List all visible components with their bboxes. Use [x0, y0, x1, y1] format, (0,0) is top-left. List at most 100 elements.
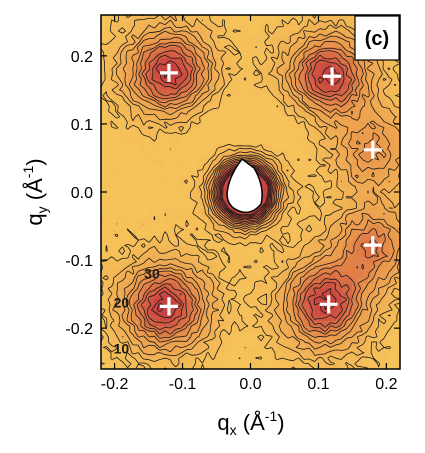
intensity-cell	[218, 352, 225, 359]
intensity-cell	[378, 111, 385, 118]
intensity-cell	[287, 347, 294, 354]
intensity-cell	[287, 68, 294, 75]
intensity-cell	[261, 192, 268, 198]
intensity-cell	[202, 90, 209, 97]
intensity-cell	[186, 208, 193, 215]
intensity-cell	[319, 229, 326, 236]
intensity-cell	[282, 347, 289, 354]
intensity-cell	[229, 336, 236, 343]
intensity-cell	[282, 192, 289, 198]
intensity-cell	[181, 159, 188, 166]
intensity-cell	[394, 299, 400, 306]
intensity-cell	[111, 213, 118, 220]
intensity-cell	[239, 304, 246, 311]
intensity-cell	[335, 310, 342, 316]
intensity-cell	[293, 84, 300, 91]
intensity-cell	[213, 122, 220, 129]
intensity-cell	[383, 170, 390, 177]
intensity-cell	[117, 358, 123, 365]
intensity-cell	[239, 127, 246, 134]
intensity-cell	[351, 68, 358, 75]
intensity-cell	[239, 111, 246, 118]
intensity-cell	[218, 293, 225, 300]
intensity-cell	[234, 277, 241, 284]
intensity-cell	[282, 143, 289, 150]
contour-line	[129, 36, 395, 343]
intensity-cell	[287, 90, 294, 97]
intensity-cell	[239, 52, 246, 59]
intensity-cell	[325, 106, 332, 113]
intensity-cell	[106, 288, 113, 295]
intensity-cell	[234, 106, 241, 113]
intensity-cell	[138, 165, 145, 172]
intensity-cell	[351, 133, 358, 139]
intensity-cell	[101, 133, 107, 139]
intensity-cell	[293, 111, 300, 118]
intensity-cell	[277, 245, 284, 252]
intensity-cell	[143, 138, 150, 145]
intensity-cell	[362, 63, 369, 70]
intensity-cell	[277, 197, 284, 204]
intensity-cell	[330, 261, 337, 268]
intensity-cell	[389, 331, 396, 338]
intensity-cell	[351, 213, 358, 220]
intensity-cell	[133, 331, 139, 338]
intensity-cell	[181, 192, 188, 198]
intensity-cell	[341, 116, 348, 123]
intensity-cell	[330, 251, 337, 257]
intensity-cell	[255, 138, 262, 145]
intensity-cell	[165, 47, 172, 54]
intensity-cell	[186, 256, 193, 263]
intensity-cell	[373, 165, 380, 172]
intensity-cell	[303, 208, 310, 215]
intensity-cell	[266, 133, 273, 139]
intensity-cell	[335, 229, 342, 236]
intensity-cell	[341, 95, 348, 102]
intensity-cell	[223, 31, 230, 38]
intensity-cell	[261, 47, 268, 54]
intensity-cell	[373, 106, 380, 113]
intensity-cell	[282, 331, 289, 338]
intensity-cell	[111, 352, 118, 359]
intensity-cell	[298, 218, 305, 225]
intensity-cell	[282, 363, 289, 369]
intensity-cell	[117, 197, 123, 204]
intensity-cell	[191, 352, 198, 359]
intensity-cell	[122, 106, 129, 113]
intensity-cell	[138, 213, 145, 220]
intensity-cell	[287, 358, 294, 365]
intensity-cell	[154, 41, 161, 48]
intensity-cell	[175, 175, 182, 182]
intensity-cell	[218, 202, 225, 209]
intensity-cell	[261, 68, 268, 75]
intensity-cell	[175, 165, 182, 172]
intensity-cell	[143, 192, 150, 198]
intensity-cell	[314, 100, 321, 107]
intensity-cell	[378, 336, 385, 343]
intensity-cell	[127, 74, 134, 80]
intensity-cell	[197, 218, 204, 225]
intensity-cell	[255, 229, 262, 236]
intensity-cell	[383, 154, 390, 161]
intensity-cell	[143, 175, 150, 182]
intensity-cell	[335, 68, 342, 75]
intensity-cell	[330, 320, 337, 327]
contour-line	[107, 15, 400, 368]
intensity-cell	[330, 363, 337, 369]
intensity-cell	[154, 154, 161, 161]
intensity-cell	[383, 149, 390, 156]
intensity-cell	[154, 288, 161, 295]
intensity-cell	[165, 20, 172, 27]
intensity-cell	[303, 154, 310, 161]
intensity-cell	[383, 74, 390, 80]
intensity-cell	[266, 47, 273, 54]
intensity-cell	[117, 57, 123, 64]
intensity-cell	[335, 106, 342, 113]
intensity-cell	[266, 74, 273, 80]
intensity-cell	[138, 143, 145, 150]
intensity-cell	[229, 326, 236, 333]
intensity-cell	[133, 36, 139, 43]
intensity-cell	[261, 261, 268, 268]
intensity-cell	[133, 57, 139, 64]
intensity-cell	[367, 143, 374, 150]
